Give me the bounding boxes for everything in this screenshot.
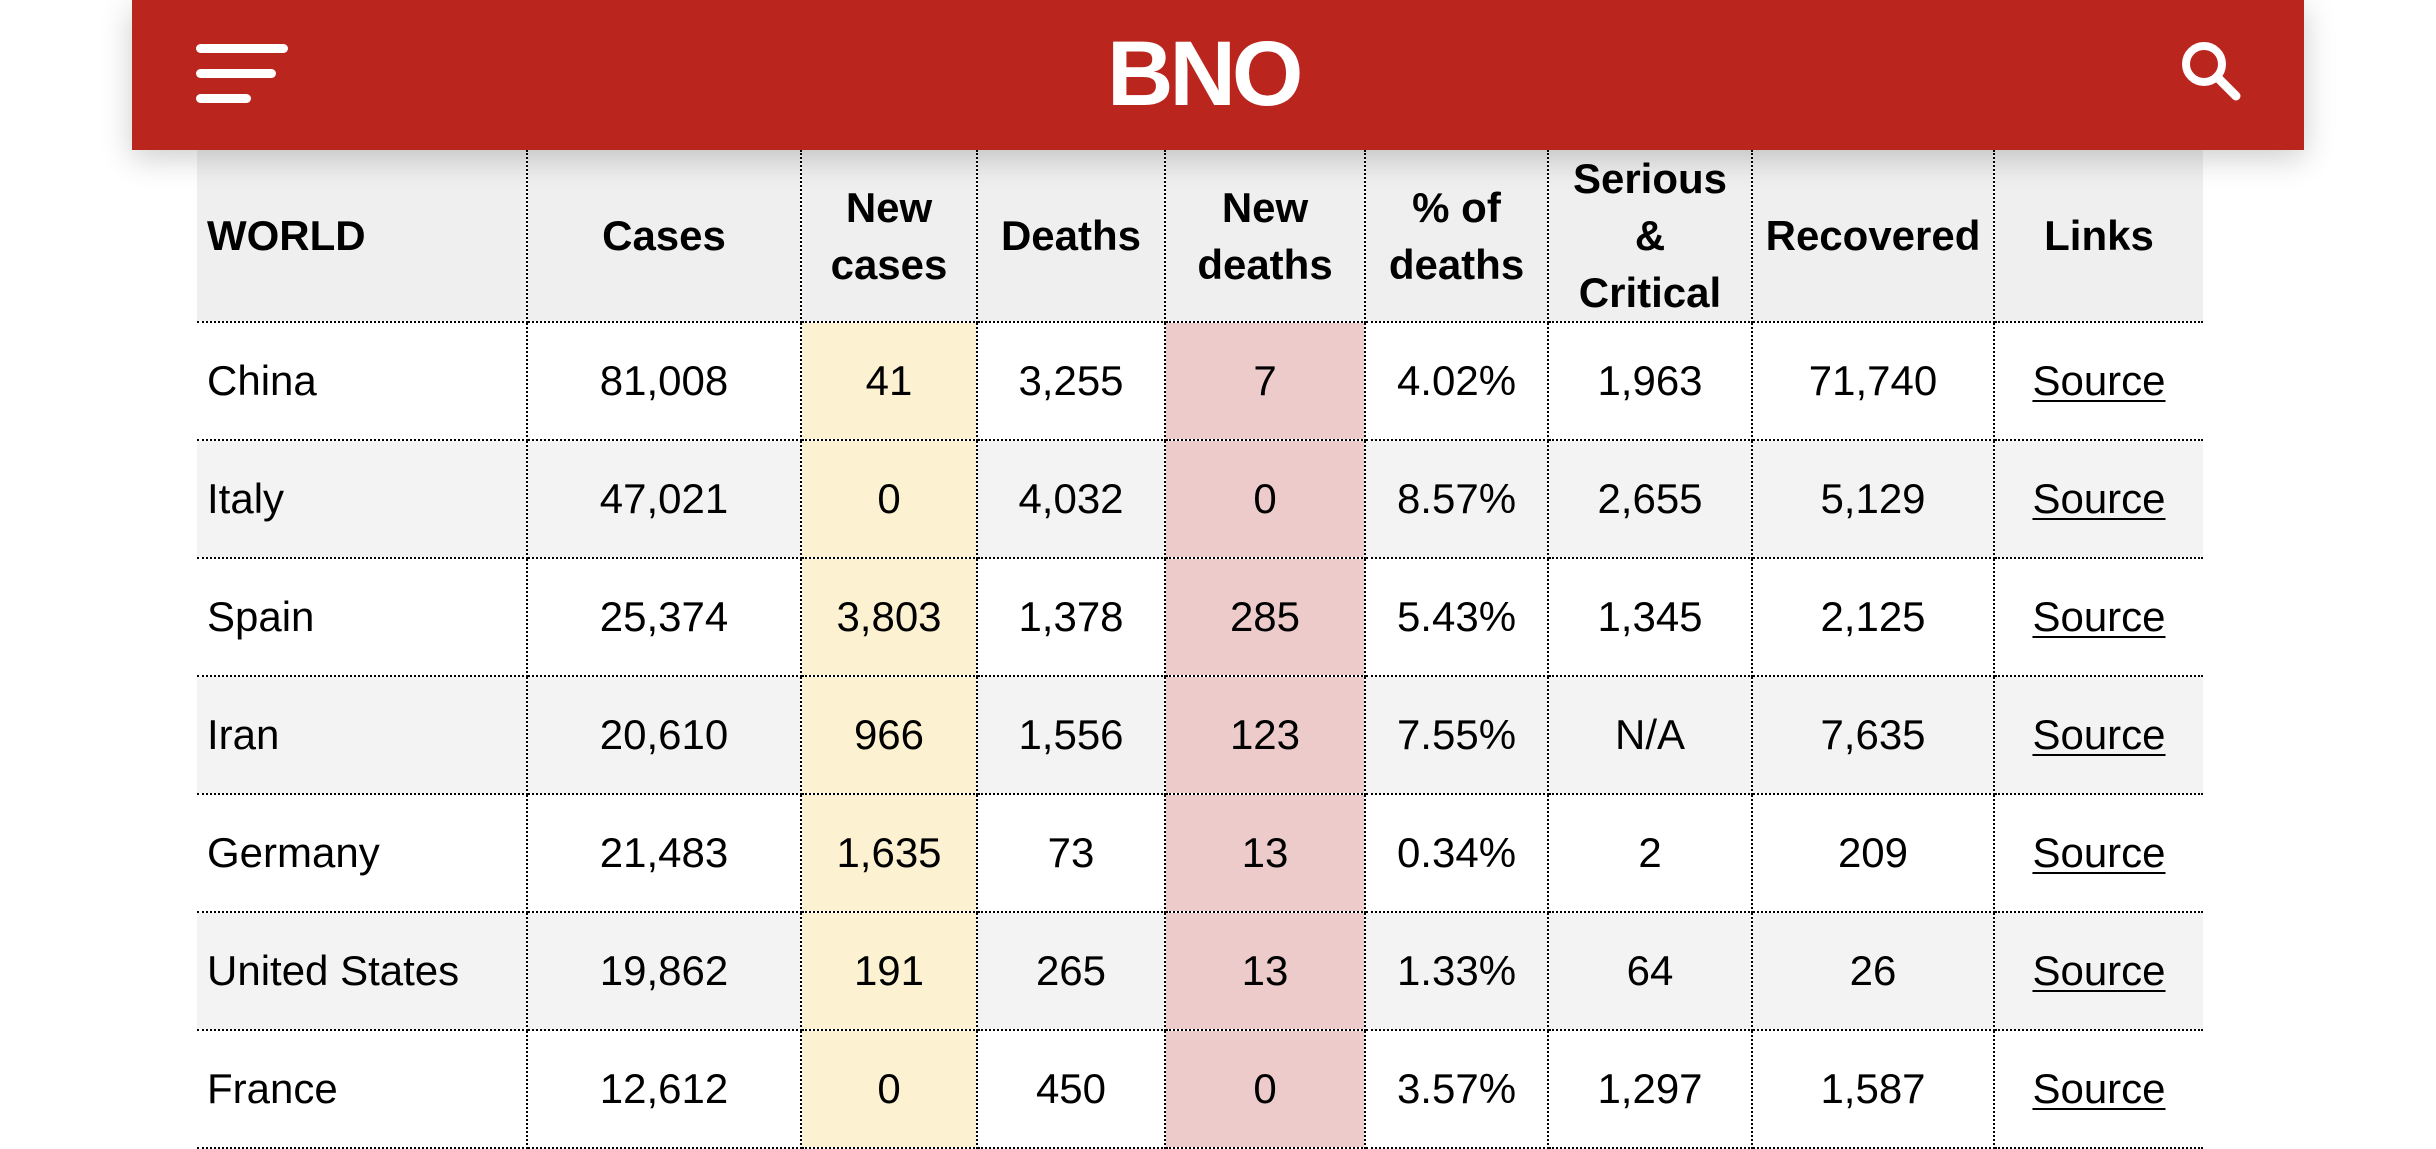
serious-critical-value: N/A [1547,675,1753,795]
new-deaths-value: 13 [1164,911,1366,1031]
pct-deaths-value: 1.33% [1364,911,1549,1031]
column-header-deaths: Deaths [976,150,1166,323]
pct-deaths-value: 4.02% [1364,321,1549,441]
serious-critical-value: 2 [1547,793,1753,913]
cases-value: 81,008 [526,321,802,441]
deaths-value: 265 [976,911,1166,1031]
new-cases-value: 41 [800,321,978,441]
new-deaths-value: 13 [1164,793,1366,913]
pct-deaths-value: 0.34% [1364,793,1549,913]
column-header-world: WORLD [197,150,528,323]
new-deaths-value: 7 [1164,321,1366,441]
table-row: United States 19,862 191 265 13 1.33% 64… [197,911,2203,1031]
links-cell: Source [1993,439,2203,559]
source-link[interactable]: Source [2032,357,2166,404]
cases-value: 19,862 [526,911,802,1031]
source-link[interactable]: Source [2032,711,2166,758]
column-header-serious-critical: Serious & Critical [1547,150,1753,323]
table-row: France 12,612 0 450 0 3.57% 1,297 1,587 … [197,1029,2203,1149]
table-row: Germany 21,483 1,635 73 13 0.34% 2 209 S… [197,793,2203,913]
column-header-new-deaths: New deaths [1164,150,1366,323]
country-name: United States [197,911,528,1031]
serious-critical-value: 64 [1547,911,1753,1031]
deaths-value: 73 [976,793,1166,913]
serious-critical-value: 1,345 [1547,557,1753,677]
new-cases-value: 0 [800,439,978,559]
top-header: BNO [132,0,2304,150]
table-row: China 81,008 41 3,255 7 4.02% 1,963 71,7… [197,321,2203,441]
new-cases-value: 0 [800,1029,978,1149]
pct-deaths-value: 8.57% [1364,439,1549,559]
recovered-value: 26 [1751,911,1995,1031]
cases-value: 25,374 [526,557,802,677]
source-link[interactable]: Source [2032,593,2166,640]
table-row: Italy 47,021 0 4,032 0 8.57% 2,655 5,129… [197,439,2203,559]
country-name: Spain [197,557,528,677]
hamburger-menu-icon[interactable] [196,44,290,104]
country-name: France [197,1029,528,1149]
deaths-value: 450 [976,1029,1166,1149]
new-deaths-value: 0 [1164,439,1366,559]
column-header-pct-deaths: % of deaths [1364,150,1549,323]
recovered-value: 2,125 [1751,557,1995,677]
links-cell: Source [1993,1029,2203,1149]
logo-text: BNO [1107,23,1303,125]
pct-deaths-value: 5.43% [1364,557,1549,677]
table-row: Iran 20,610 966 1,556 123 7.55% N/A 7,63… [197,675,2203,795]
new-cases-value: 191 [800,911,978,1031]
column-header-links: Links [1993,150,2203,323]
links-cell: Source [1993,793,2203,913]
country-name: Germany [197,793,528,913]
source-link[interactable]: Source [2032,475,2166,522]
country-name: China [197,321,528,441]
country-name: Italy [197,439,528,559]
links-cell: Source [1993,675,2203,795]
recovered-value: 5,129 [1751,439,1995,559]
serious-critical-value: 2,655 [1547,439,1753,559]
cases-table-container: WORLD Cases New cases Deaths New deaths … [197,150,2203,1149]
deaths-value: 3,255 [976,321,1166,441]
new-cases-value: 966 [800,675,978,795]
country-name: Iran [197,675,528,795]
cases-value: 47,021 [526,439,802,559]
new-deaths-value: 0 [1164,1029,1366,1149]
deaths-value: 4,032 [976,439,1166,559]
column-header-recovered: Recovered [1751,150,1995,323]
deaths-value: 1,556 [976,675,1166,795]
column-header-new-cases: New cases [800,150,978,323]
cases-value: 20,610 [526,675,802,795]
new-cases-value: 1,635 [800,793,978,913]
new-deaths-value: 285 [1164,557,1366,677]
links-cell: Source [1993,557,2203,677]
serious-critical-value: 1,963 [1547,321,1753,441]
recovered-value: 71,740 [1751,321,1995,441]
links-cell: Source [1993,321,2203,441]
bno-logo[interactable]: BNO [1107,23,1347,125]
recovered-value: 1,587 [1751,1029,1995,1149]
source-link[interactable]: Source [2032,1065,2166,1112]
recovered-value: 209 [1751,793,1995,913]
cases-value: 21,483 [526,793,802,913]
table-row: Spain 25,374 3,803 1,378 285 5.43% 1,345… [197,557,2203,677]
links-cell: Source [1993,911,2203,1031]
cases-value: 12,612 [526,1029,802,1149]
new-cases-value: 3,803 [800,557,978,677]
pct-deaths-value: 7.55% [1364,675,1549,795]
source-link[interactable]: Source [2032,829,2166,876]
world-cases-table: WORLD Cases New cases Deaths New deaths … [197,150,2203,1149]
column-header-cases: Cases [526,150,802,323]
search-icon[interactable] [2180,40,2242,102]
recovered-value: 7,635 [1751,675,1995,795]
deaths-value: 1,378 [976,557,1166,677]
source-link[interactable]: Source [2032,947,2166,994]
table-header-row: WORLD Cases New cases Deaths New deaths … [197,150,2203,323]
serious-critical-value: 1,297 [1547,1029,1753,1149]
pct-deaths-value: 3.57% [1364,1029,1549,1149]
new-deaths-value: 123 [1164,675,1366,795]
